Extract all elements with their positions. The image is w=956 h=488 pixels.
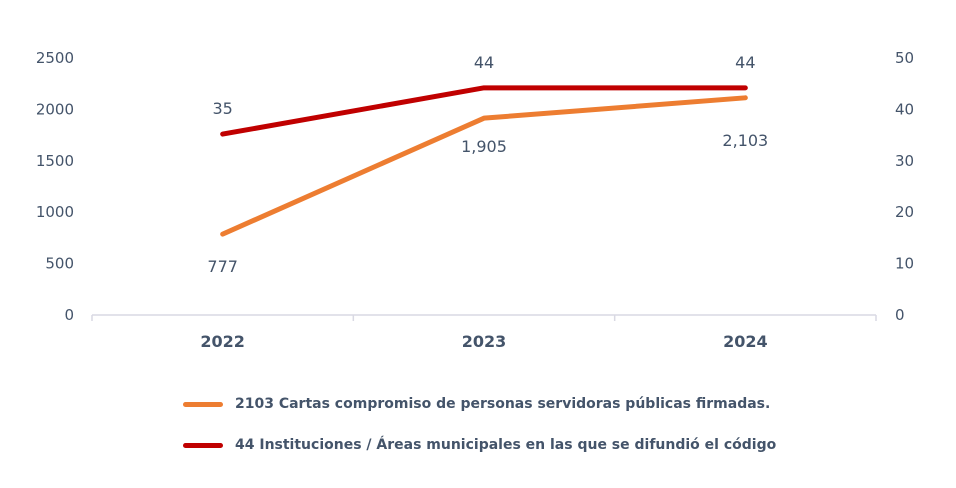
legend-item-cartas: 2103 Cartas compromiso de personas servi… bbox=[183, 394, 776, 414]
series-lines bbox=[220, 85, 748, 237]
right-tick-label: 20 bbox=[895, 203, 914, 221]
left-tick-label: 2500 bbox=[36, 49, 74, 67]
left-axis: 0 500 1000 1500 2000 2500 bbox=[36, 49, 74, 324]
right-tick-label: 50 bbox=[895, 49, 914, 67]
left-tick-label: 1000 bbox=[36, 203, 74, 221]
left-tick-label: 2000 bbox=[36, 100, 74, 118]
right-tick-label: 40 bbox=[895, 100, 914, 118]
left-tick-label: 500 bbox=[45, 255, 74, 273]
data-label: 35 bbox=[212, 99, 232, 118]
legend: 2103 Cartas compromiso de personas servi… bbox=[183, 394, 776, 476]
right-tick-label: 30 bbox=[895, 152, 914, 170]
legend-label-cartas: 2103 Cartas compromiso de personas servi… bbox=[235, 396, 771, 412]
legend-label-instituciones: 44 Instituciones / Áreas municipales en … bbox=[235, 437, 777, 453]
data-label: 2,103 bbox=[722, 131, 768, 150]
legend-swatch-instituciones bbox=[183, 442, 223, 448]
x-tick-label: 2022 bbox=[200, 332, 245, 351]
series-line-1 bbox=[220, 85, 748, 137]
x-tick-label: 2024 bbox=[723, 332, 768, 351]
x-tick-label: 2023 bbox=[462, 332, 507, 351]
legend-swatch-cartas bbox=[183, 401, 223, 407]
x-axis: 2022 2023 2024 bbox=[91, 314, 877, 351]
legend-item-instituciones: 44 Instituciones / Áreas municipales en … bbox=[183, 435, 776, 455]
left-tick-label: 0 bbox=[64, 306, 74, 324]
right-tick-label: 0 bbox=[895, 306, 905, 324]
right-tick-label: 10 bbox=[895, 255, 914, 273]
left-tick-label: 1500 bbox=[36, 152, 74, 170]
series-line-0 bbox=[220, 95, 748, 237]
data-label: 44 bbox=[474, 53, 494, 72]
data-label: 1,905 bbox=[461, 137, 507, 156]
data-labels: 777 1,905 2,103 35 44 44 bbox=[207, 53, 768, 276]
data-label: 44 bbox=[735, 53, 755, 72]
right-axis: 0 10 20 30 40 50 bbox=[895, 49, 914, 324]
data-label: 777 bbox=[207, 257, 238, 276]
